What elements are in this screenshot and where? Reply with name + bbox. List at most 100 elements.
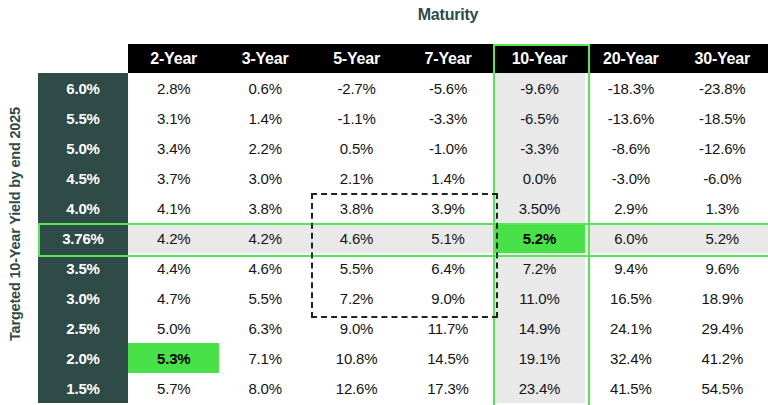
matrix-cell: 6.4% xyxy=(402,253,493,283)
matrix-cell: 3.9% xyxy=(402,193,493,223)
matrix-cell: 3.50% xyxy=(494,193,585,223)
matrix-cell: 4.2% xyxy=(219,223,310,253)
y-axis-label-container: Targeted 10-Year Yield by end 2025 xyxy=(0,44,30,403)
matrix-cell: 5.3% xyxy=(128,343,219,373)
matrix-cell: 3.4% xyxy=(128,133,219,163)
matrix-cell: 0.0% xyxy=(494,163,585,193)
matrix-cell: 4.6% xyxy=(311,223,402,253)
matrix-cell: 3.8% xyxy=(219,193,310,223)
matrix-cell: 7.2% xyxy=(494,253,585,283)
matrix-cell: 3.8% xyxy=(311,193,402,223)
row-label: 5.5% xyxy=(38,103,128,133)
matrix-cell: 3.7% xyxy=(128,163,219,193)
matrix-cell: 1.3% xyxy=(677,193,768,223)
matrix-cell: -3.3% xyxy=(494,133,585,163)
column-header: 30-Year xyxy=(677,44,768,73)
matrix-cell: -5.6% xyxy=(402,73,493,103)
row-label: 2.0% xyxy=(38,343,128,373)
column-header: 5-Year xyxy=(311,44,402,73)
matrix-cell: 9.0% xyxy=(402,283,493,313)
matrix-cell: 11.0% xyxy=(494,283,585,313)
matrix-cell: 3.0% xyxy=(219,163,310,193)
matrix-cell: 0.5% xyxy=(311,133,402,163)
matrix-cell: 7.2% xyxy=(311,283,402,313)
matrix-cell: 5.5% xyxy=(311,253,402,283)
matrix-cell: -23.8% xyxy=(677,73,768,103)
matrix-cell: 54.5% xyxy=(677,373,768,403)
matrix-cell: 24.1% xyxy=(585,313,676,343)
matrix-cell: -2.7% xyxy=(311,73,402,103)
chart-title: Maturity xyxy=(128,6,768,24)
matrix-cell: 9.6% xyxy=(677,253,768,283)
matrix-cell: 8.0% xyxy=(219,373,310,403)
matrix-cell: 18.9% xyxy=(677,283,768,313)
matrix-cell: 16.5% xyxy=(585,283,676,313)
row-label: 3.0% xyxy=(38,283,128,313)
matrix-cell: -18.3% xyxy=(585,73,676,103)
matrix-cell: -13.6% xyxy=(585,103,676,133)
column-header: 7-Year xyxy=(402,44,493,73)
matrix-cell: -6.0% xyxy=(677,163,768,193)
matrix-cell: 5.1% xyxy=(402,223,493,253)
table-corner xyxy=(38,44,128,73)
matrix-cell: 12.6% xyxy=(311,373,402,403)
row-label: 3.76% xyxy=(38,223,128,253)
matrix-cell: 10.8% xyxy=(311,343,402,373)
matrix-cell: 6.3% xyxy=(219,313,310,343)
matrix-cell: -1.1% xyxy=(311,103,402,133)
matrix-grid: 2-Year3-Year5-Year7-Year10-Year20-Year30… xyxy=(38,44,768,403)
matrix-cell: 7.1% xyxy=(219,343,310,373)
matrix-cell: 5.7% xyxy=(128,373,219,403)
y-axis-label: Targeted 10-Year Yield by end 2025 xyxy=(7,107,23,341)
matrix-cell: -8.6% xyxy=(585,133,676,163)
matrix-cell: -3.0% xyxy=(585,163,676,193)
matrix-cell: 23.4% xyxy=(494,373,585,403)
matrix-cell: -1.0% xyxy=(402,133,493,163)
matrix-cell: 2.2% xyxy=(219,133,310,163)
matrix-cell: 4.7% xyxy=(128,283,219,313)
matrix-cell: 3.1% xyxy=(128,103,219,133)
matrix-cell: 14.5% xyxy=(402,343,493,373)
matrix-cell: 11.7% xyxy=(402,313,493,343)
matrix-cell: 5.2% xyxy=(677,223,768,253)
matrix-cell: -3.3% xyxy=(402,103,493,133)
matrix-cell: 17.3% xyxy=(402,373,493,403)
matrix-cell: 5.5% xyxy=(219,283,310,313)
matrix-cell: 2.8% xyxy=(128,73,219,103)
matrix-cell: 14.9% xyxy=(494,313,585,343)
matrix-cell: 4.4% xyxy=(128,253,219,283)
matrix-cell: 29.4% xyxy=(677,313,768,343)
row-label: 4.5% xyxy=(38,163,128,193)
matrix-cell: 41.5% xyxy=(585,373,676,403)
column-header: 10-Year xyxy=(494,44,585,73)
matrix-cell: 4.2% xyxy=(128,223,219,253)
matrix-cell: -9.6% xyxy=(494,73,585,103)
matrix-cell: 4.6% xyxy=(219,253,310,283)
column-header: 2-Year xyxy=(128,44,219,73)
matrix-cell: 5.0% xyxy=(128,313,219,343)
matrix-cell: 32.4% xyxy=(585,343,676,373)
column-header: 20-Year xyxy=(585,44,676,73)
matrix-cell: 5.2% xyxy=(494,223,585,253)
row-label: 5.0% xyxy=(38,133,128,163)
matrix-cell: 19.1% xyxy=(494,343,585,373)
matrix-cell: 2.9% xyxy=(585,193,676,223)
matrix-cell: 4.1% xyxy=(128,193,219,223)
row-label: 4.0% xyxy=(38,193,128,223)
matrix-cell: -6.5% xyxy=(494,103,585,133)
matrix-cell: 6.0% xyxy=(585,223,676,253)
row-label: 1.5% xyxy=(38,373,128,403)
scenario-matrix-figure: Maturity Targeted 10-Year Yield by end 2… xyxy=(0,0,768,405)
matrix-cell: 9.4% xyxy=(585,253,676,283)
matrix-cell: 1.4% xyxy=(402,163,493,193)
matrix-cell: -18.5% xyxy=(677,103,768,133)
row-label: 3.5% xyxy=(38,253,128,283)
matrix-cell: 0.6% xyxy=(219,73,310,103)
matrix-cell: 2.1% xyxy=(311,163,402,193)
row-label: 6.0% xyxy=(38,73,128,103)
matrix-cell: 1.4% xyxy=(219,103,310,133)
column-header: 3-Year xyxy=(219,44,310,73)
matrix-cell: 9.0% xyxy=(311,313,402,343)
matrix-cell: -12.6% xyxy=(677,133,768,163)
row-label: 2.5% xyxy=(38,313,128,343)
